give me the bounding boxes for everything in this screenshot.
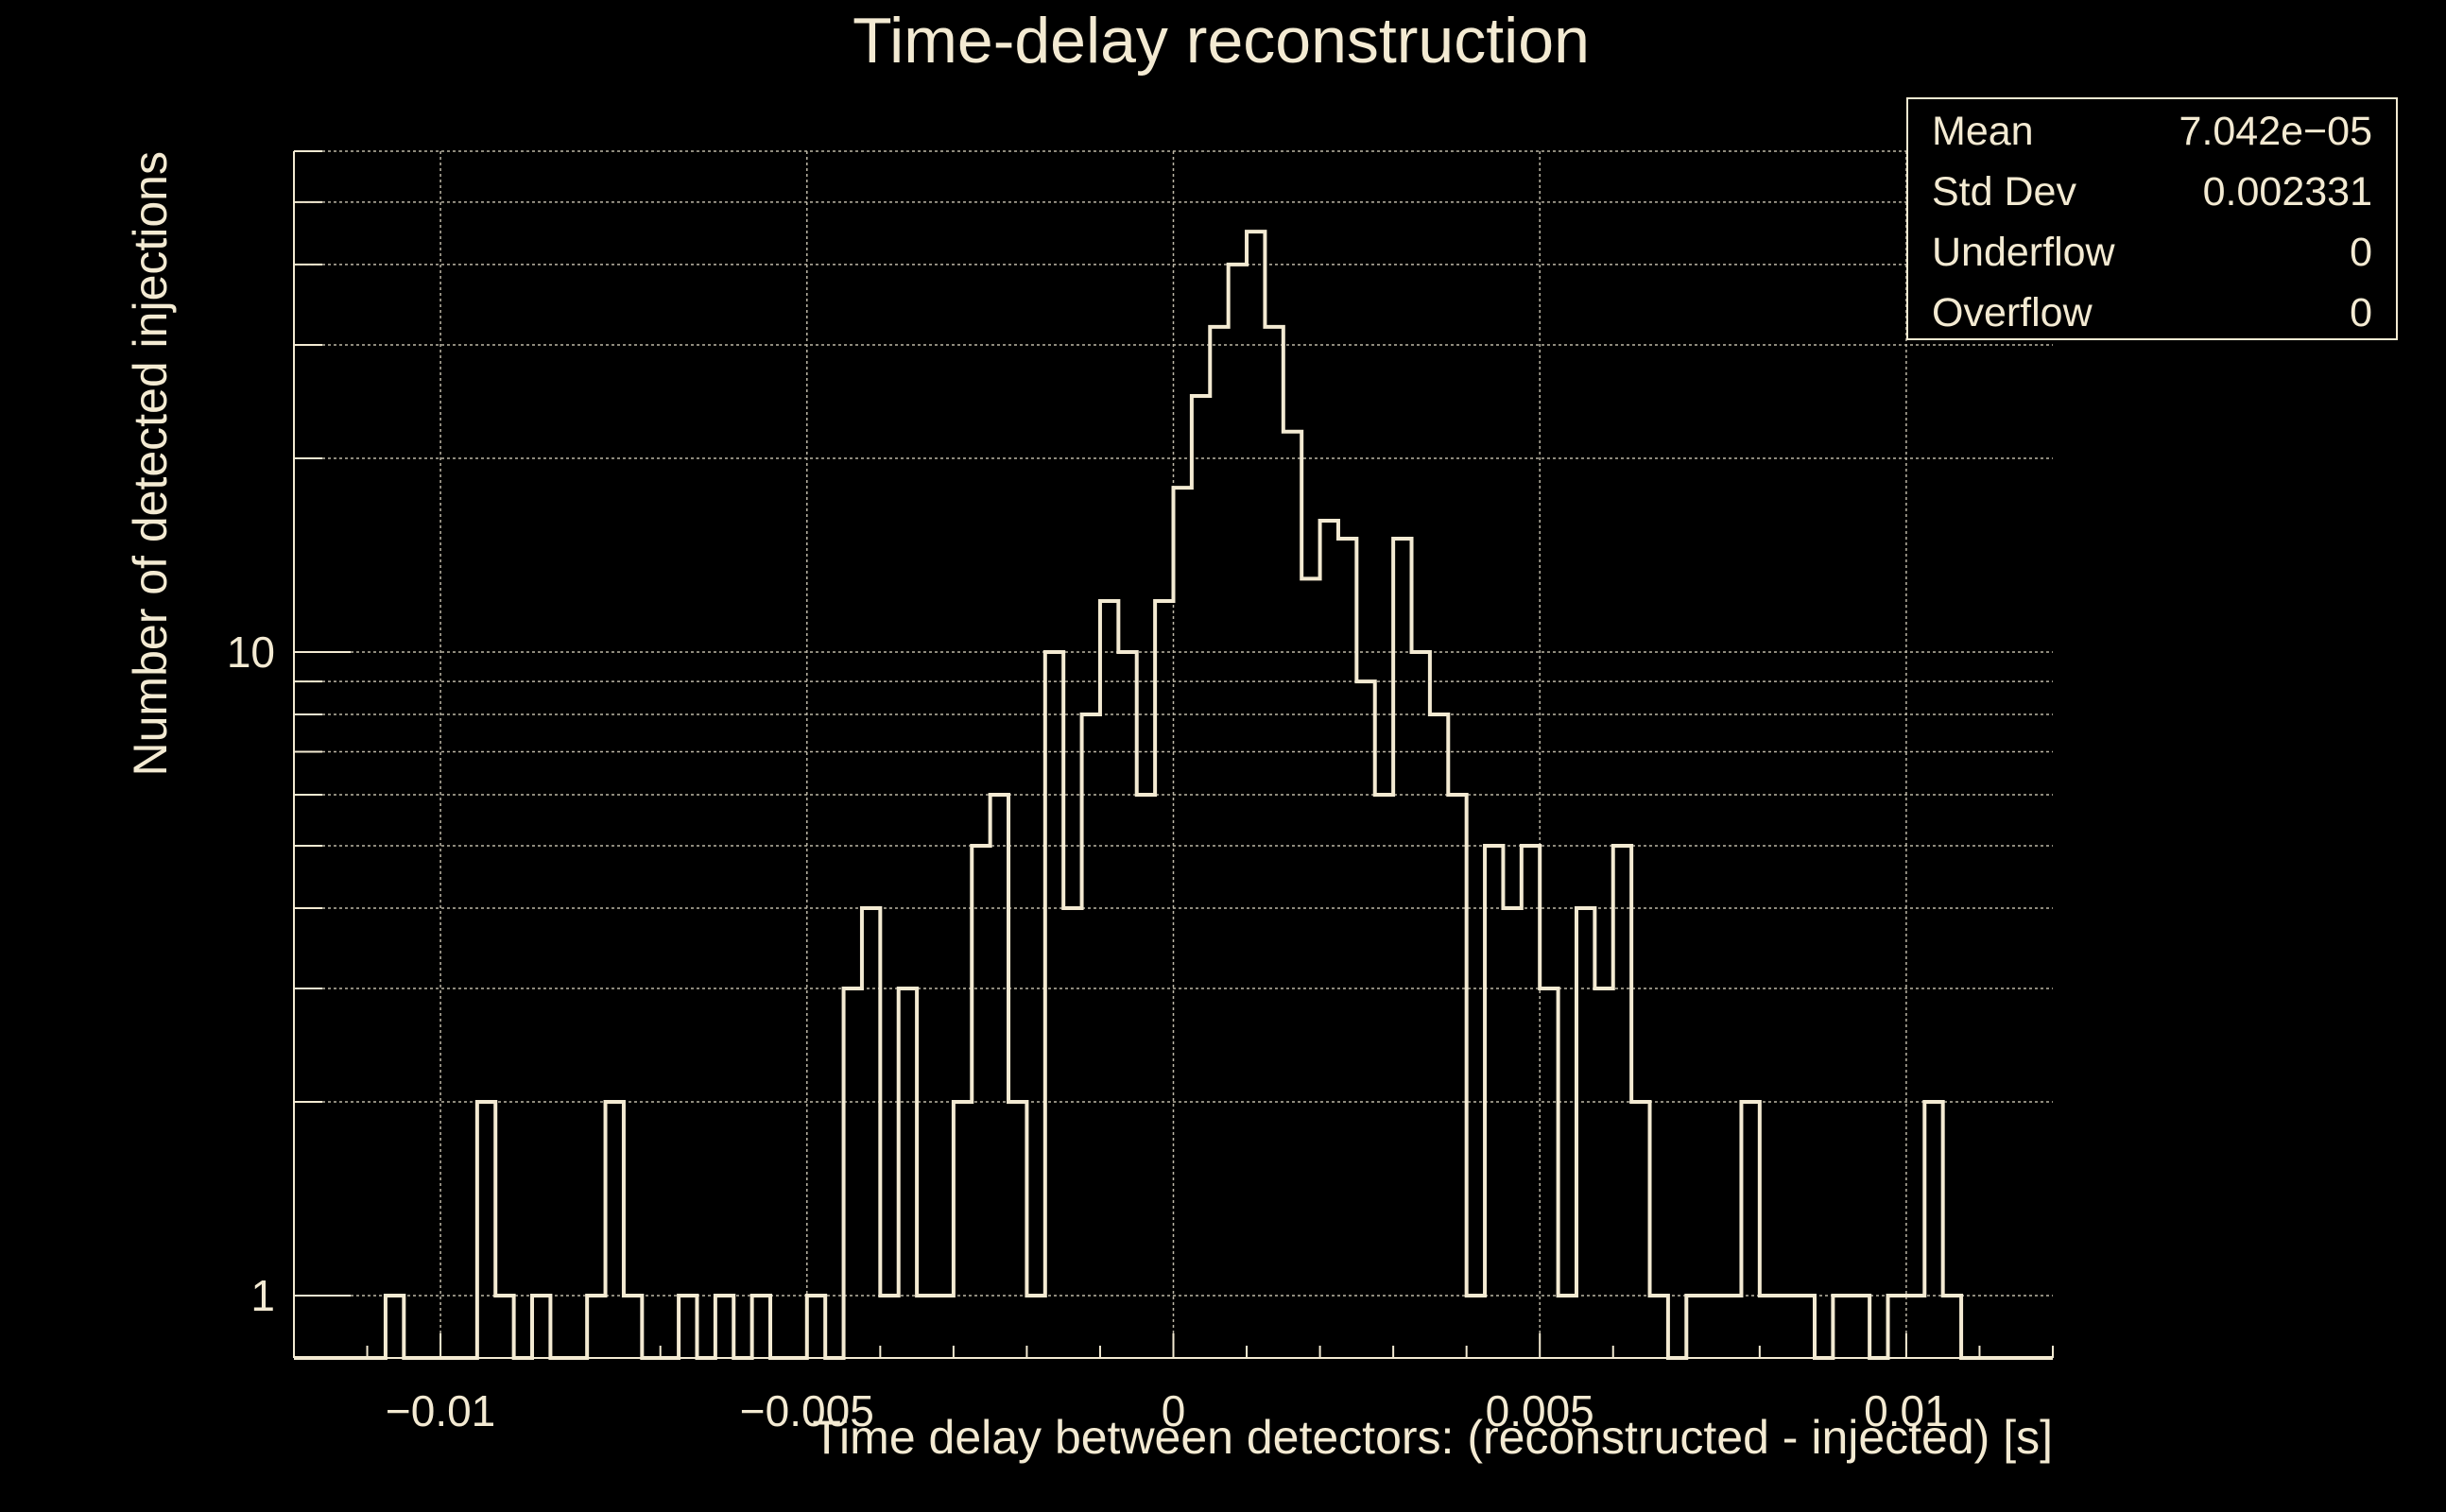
histogram-bin	[899, 988, 917, 1358]
histogram-bin	[606, 1102, 624, 1358]
histogram-bin	[624, 1296, 642, 1358]
chart-title: Time-delay reconstruction	[853, 5, 1590, 77]
stats-box: Mean 7.042e−05 Std Dev 0.002331 Underflo…	[1906, 97, 2398, 340]
histogram-bin	[935, 1296, 953, 1358]
histogram-bin	[1650, 1296, 1668, 1358]
y-axis-label: Number of detected injections	[124, 151, 177, 776]
stats-box-frame	[1906, 97, 2398, 340]
stats-value-overflow: 0	[2350, 290, 2372, 335]
y-tick-label: 1	[250, 1271, 275, 1320]
histogram-bin	[1778, 1296, 1796, 1358]
histogram-bin	[1943, 1296, 1961, 1358]
stats-label-mean: Mean	[1932, 109, 2034, 154]
histogram-bin	[1412, 652, 1430, 1358]
histogram-bin	[1888, 1296, 1906, 1358]
histogram-bin	[1760, 1296, 1778, 1358]
histogram-bin	[880, 1296, 898, 1358]
histogram-bin	[1210, 327, 1228, 1358]
histogram-bin	[1467, 1296, 1485, 1358]
histogram-bin	[1430, 714, 1448, 1358]
stats-value-std-dev: 0.002331	[2203, 169, 2372, 215]
histogram-bin	[1229, 265, 1247, 1358]
histogram-bin	[1559, 1296, 1576, 1358]
histogram-bin	[1485, 846, 1503, 1358]
histogram-bin	[679, 1296, 697, 1358]
histogram-bin	[1613, 846, 1631, 1358]
histogram-bin	[1852, 1296, 1869, 1358]
histogram-bin	[1631, 1102, 1649, 1358]
x-tick-label: −0.01	[386, 1386, 495, 1435]
histogram-bin	[532, 1296, 550, 1358]
histogram-bin	[844, 988, 862, 1358]
histogram-bin	[1283, 432, 1301, 1358]
histogram-bin	[1503, 908, 1521, 1358]
histogram-bin	[1045, 652, 1063, 1358]
histogram-bin	[1705, 1296, 1723, 1358]
histogram-bin	[587, 1296, 605, 1358]
histogram-bin	[1906, 1296, 1924, 1358]
stats-value-underflow: 0	[2350, 230, 2372, 275]
histogram-bin	[1393, 539, 1411, 1358]
histogram-bin	[715, 1296, 733, 1358]
histogram-bin	[1100, 601, 1118, 1358]
histogram-bin	[1686, 1296, 1704, 1358]
histogram-bin	[1174, 488, 1192, 1358]
histogram-bin	[807, 1296, 825, 1358]
histogram-bin	[1118, 652, 1136, 1358]
stats-label-overflow: Overflow	[1932, 290, 2093, 335]
histogram-bin	[386, 1296, 404, 1358]
histogram-bin	[1723, 1296, 1741, 1358]
histogram-bin	[1833, 1296, 1851, 1358]
histogram-bin	[495, 1296, 513, 1358]
histogram-bin	[1247, 232, 1265, 1358]
histogram-bin	[752, 1296, 770, 1358]
histogram-bin	[477, 1102, 495, 1358]
x-tick-label: 0	[1162, 1386, 1186, 1435]
histogram-bin	[1924, 1102, 1942, 1358]
x-axis-label: Time delay between detectors: (reconstru…	[812, 1411, 2053, 1464]
histogram-bin	[1797, 1296, 1815, 1358]
histogram-bin	[1008, 1102, 1026, 1358]
histogram-bin	[1192, 396, 1210, 1358]
histogram-bin	[1026, 1296, 1044, 1358]
histogram-bin	[1155, 601, 1173, 1358]
histogram-bin	[1375, 795, 1393, 1358]
x-tick-label: 0.01	[1864, 1386, 1949, 1435]
histogram-bin	[1576, 908, 1594, 1358]
x-tick-label: 0.005	[1486, 1386, 1594, 1435]
histogram-bin	[954, 1102, 972, 1358]
tick-labels: −0.01 −0.005 0 0.005 0.01 1 10	[227, 627, 1949, 1435]
histogram-bin	[990, 795, 1008, 1358]
stats-value-mean: 7.042e−05	[2179, 109, 2372, 154]
histogram-bin	[1448, 795, 1466, 1358]
histogram-bin	[1320, 521, 1338, 1358]
histogram-bin	[1137, 795, 1155, 1358]
histogram-bin	[1540, 988, 1558, 1358]
histogram-bin	[1063, 908, 1081, 1358]
y-tick-label: 10	[227, 627, 275, 677]
histogram-bin	[1741, 1102, 1759, 1358]
histogram-outline	[294, 230, 2053, 1360]
histogram-bin	[972, 846, 990, 1358]
histogram-bin	[1265, 327, 1283, 1358]
histogram-bin	[1356, 681, 1374, 1358]
grid-lines	[294, 150, 2053, 1358]
stats-label-std-dev: Std Dev	[1932, 169, 2076, 215]
histogram-bin	[1301, 578, 1319, 1358]
stats-label-underflow: Underflow	[1932, 230, 2116, 275]
histogram-bin	[917, 1296, 935, 1358]
histogram-bin	[1522, 846, 1540, 1358]
histogram-bin	[862, 908, 880, 1358]
histogram-bin	[1082, 714, 1100, 1358]
histogram-bin	[1594, 988, 1612, 1358]
x-tick-label: −0.005	[740, 1386, 874, 1435]
histogram-bin	[1338, 539, 1356, 1358]
